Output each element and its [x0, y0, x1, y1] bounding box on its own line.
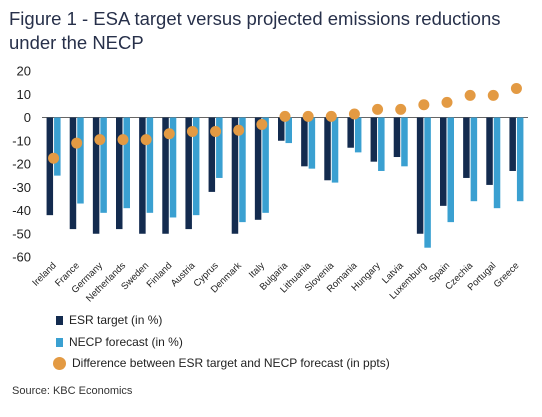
bar-necp-forecast [470, 117, 478, 202]
bar-necp-forecast [331, 117, 339, 183]
bar-esr-target [231, 117, 239, 234]
bar-necp-forecast [354, 117, 362, 153]
bar-necp-forecast [239, 117, 246, 223]
legend-item-necp: NECP forecast (in %) [56, 335, 183, 349]
bar-esr-target [393, 117, 401, 158]
dot-difference [210, 125, 222, 137]
legend-label-necp: NECP forecast (in %) [69, 335, 183, 349]
dot-difference [487, 89, 499, 101]
bar-esr-target [301, 117, 308, 167]
bar-esr-target [46, 117, 54, 216]
dot-difference [279, 110, 291, 122]
y-tick-label: 10 [17, 87, 31, 102]
chart-title: Figure 1 - ESA target versus projected e… [9, 8, 501, 53]
dot-difference [163, 128, 175, 140]
x-category-label: Ireland [30, 260, 58, 288]
dot-difference [94, 134, 106, 146]
bar-esr-target [440, 117, 447, 206]
bar-necp-forecast [516, 117, 524, 202]
bar-esr-target [139, 117, 146, 234]
bar-necp-forecast [378, 117, 385, 171]
dot-difference [302, 110, 314, 122]
bar-necp-forecast [424, 117, 431, 248]
bar-necp-forecast [192, 117, 200, 216]
y-tick-label: -50 [12, 226, 31, 241]
dot-difference [441, 96, 453, 108]
bar-necp-forecast [169, 117, 177, 218]
dot-difference [348, 108, 360, 120]
dot-difference [464, 89, 476, 101]
bar-esr-target [370, 117, 378, 162]
dot-difference [117, 134, 129, 146]
bar-necp-forecast [493, 117, 501, 209]
y-tick-label: -20 [12, 157, 31, 172]
bar-esr-target [416, 117, 424, 234]
bar-esr-target [116, 117, 123, 230]
legend-swatch-necp [56, 337, 63, 347]
dot-difference [256, 118, 268, 130]
dot-difference [325, 110, 337, 122]
bar-necp-forecast [100, 117, 107, 213]
bar-necp-forecast [308, 117, 316, 169]
x-category-label: Finland [145, 260, 175, 290]
bar-esr-target [486, 117, 493, 185]
dot-difference [233, 124, 245, 136]
bar-esr-target [509, 117, 516, 171]
bar-necp-forecast [146, 117, 154, 213]
bar-necp-forecast [447, 117, 454, 223]
legend-item-diff: Difference between ESR target and NECP f… [53, 356, 390, 370]
dot-difference [71, 137, 83, 149]
y-tick-label: 20 [17, 64, 31, 79]
dot-difference [510, 82, 522, 94]
dot-difference [186, 125, 198, 137]
dot-difference [48, 152, 60, 164]
bar-esr-target [69, 117, 77, 230]
legend-label-esr: ESR target (in %) [69, 313, 163, 327]
legend-swatch-esr [56, 315, 63, 325]
x-category-label: Greece [492, 260, 522, 290]
bar-necp-forecast [285, 117, 292, 144]
bar-esr-target [185, 117, 192, 230]
y-tick-label: -30 [12, 180, 31, 195]
dot-difference [395, 103, 407, 115]
y-tick-label: -40 [12, 203, 31, 218]
bar-necp-forecast [123, 117, 130, 209]
y-tick-label: 0 [24, 110, 31, 125]
dot-difference [140, 134, 152, 146]
y-tick-label: -60 [12, 250, 31, 265]
bar-esr-target [347, 117, 354, 148]
legend-swatch-diff [53, 356, 66, 370]
bar-esr-target [254, 117, 262, 220]
legend-label-diff: Difference between ESR target and NECP f… [72, 356, 390, 370]
dot-difference [372, 103, 384, 115]
bar-esr-target [208, 117, 216, 192]
bar-necp-forecast [54, 117, 61, 176]
dot-difference [418, 99, 430, 111]
bar-esr-target [278, 117, 285, 141]
bar-esr-target [324, 117, 331, 181]
bar-esr-target [162, 117, 169, 234]
legend-item-esr: ESR target (in %) [56, 313, 162, 327]
bar-necp-forecast [216, 117, 223, 178]
source-note: Source: KBC Economics [12, 385, 133, 397]
y-tick-label: -10 [12, 133, 31, 148]
bar-necp-forecast [77, 117, 84, 204]
bar-esr-target [463, 117, 470, 178]
bar-esr-target [92, 117, 100, 234]
bar-necp-forecast [262, 117, 269, 213]
bar-necp-forecast [401, 117, 408, 167]
